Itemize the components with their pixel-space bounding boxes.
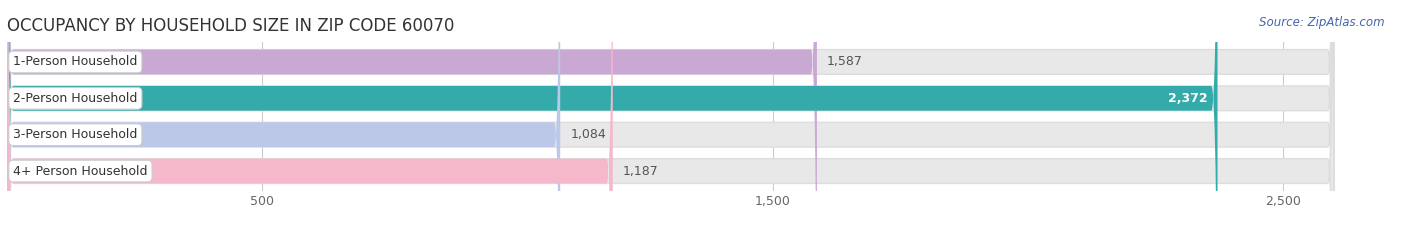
FancyBboxPatch shape — [7, 0, 1334, 233]
Text: 1-Person Household: 1-Person Household — [13, 55, 138, 69]
FancyBboxPatch shape — [7, 0, 817, 233]
Text: 2,372: 2,372 — [1168, 92, 1208, 105]
FancyBboxPatch shape — [7, 0, 1334, 233]
Text: 1,587: 1,587 — [827, 55, 863, 69]
FancyBboxPatch shape — [7, 0, 1334, 233]
FancyBboxPatch shape — [7, 0, 1218, 233]
Text: 3-Person Household: 3-Person Household — [13, 128, 138, 141]
Text: 2-Person Household: 2-Person Household — [13, 92, 138, 105]
FancyBboxPatch shape — [7, 0, 1334, 233]
Text: 1,187: 1,187 — [623, 164, 659, 178]
Text: 1,084: 1,084 — [571, 128, 606, 141]
Text: Source: ZipAtlas.com: Source: ZipAtlas.com — [1260, 16, 1385, 29]
FancyBboxPatch shape — [7, 0, 560, 233]
Text: OCCUPANCY BY HOUSEHOLD SIZE IN ZIP CODE 60070: OCCUPANCY BY HOUSEHOLD SIZE IN ZIP CODE … — [7, 17, 454, 35]
Text: 4+ Person Household: 4+ Person Household — [13, 164, 148, 178]
FancyBboxPatch shape — [7, 0, 613, 233]
